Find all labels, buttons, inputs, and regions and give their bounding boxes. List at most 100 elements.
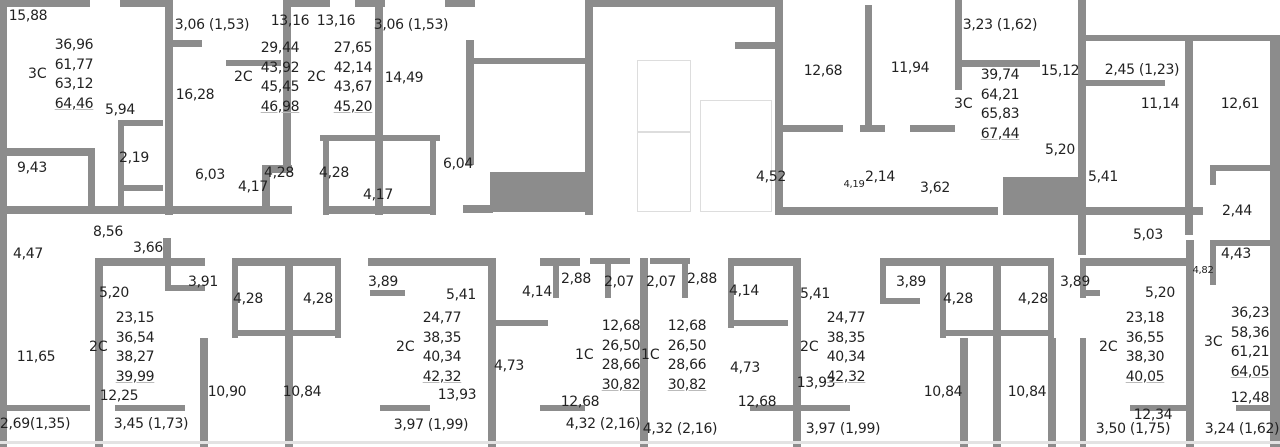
apartment-area-value: 30,82 bbox=[601, 376, 641, 393]
room-area-label: 2,69(1,35) bbox=[0, 416, 71, 432]
facade-line bbox=[0, 441, 1280, 444]
wall bbox=[0, 405, 90, 411]
room-area-label: 3,45 (1,73) bbox=[113, 416, 189, 432]
apartment-area-value: 65,83 bbox=[980, 106, 1020, 122]
wall bbox=[470, 58, 590, 64]
wall bbox=[865, 5, 872, 130]
room-area-label: 5,20 bbox=[99, 285, 129, 301]
wall bbox=[95, 258, 205, 266]
apartment-areas: 12,68 26,50 28,66 30,82 bbox=[663, 317, 711, 395]
wall bbox=[172, 40, 202, 47]
room-area-label: 4,19 bbox=[843, 179, 865, 190]
apartment-area-value: 45,20 bbox=[333, 98, 373, 115]
apartment-area-value: 42,14 bbox=[333, 59, 373, 76]
apartment-areas: 23,18 36,55 38,30 40,05 bbox=[1121, 309, 1169, 387]
wall bbox=[118, 185, 163, 191]
room-area-label: 12,25 bbox=[99, 388, 139, 404]
wall bbox=[0, 0, 90, 7]
wall bbox=[540, 405, 585, 411]
apartment-type: 2C bbox=[396, 339, 415, 355]
apartment-area-value: 28,66 bbox=[667, 357, 707, 373]
apartment-summary: 2C 24,77 38,35 40,34 42,32 bbox=[396, 309, 466, 387]
apartment-area-value: 38,35 bbox=[422, 329, 462, 346]
apartment-area-value: 39,99 bbox=[115, 368, 155, 385]
wall bbox=[1003, 207, 1203, 215]
wall bbox=[232, 258, 238, 338]
wall bbox=[262, 165, 292, 173]
apartment-area-value: 40,34 bbox=[826, 349, 866, 365]
room-area-label: 4,28 bbox=[943, 291, 973, 307]
room-area-label: 5,41 bbox=[1088, 169, 1118, 185]
apartment-area-value: 12,68 bbox=[601, 318, 641, 334]
wall bbox=[172, 206, 292, 214]
wall bbox=[95, 258, 103, 447]
apartment-area-value: 61,77 bbox=[54, 56, 94, 73]
wall bbox=[323, 206, 435, 214]
apartment-summary: 3C 39,74 64,21 65,83 67,44 bbox=[954, 66, 1024, 144]
wall bbox=[1080, 258, 1086, 298]
room-area-label: 13,16 bbox=[270, 13, 310, 29]
apartment-area-value: 43,67 bbox=[333, 79, 373, 95]
apartment-type: 2C bbox=[234, 69, 253, 85]
apartment-summary: 3C 36,23 58,36 61,21 64,05 bbox=[1204, 304, 1274, 382]
apartment-summary: 2C 29,44 43,92 45,45 46,98 bbox=[234, 39, 304, 117]
wall bbox=[1078, 0, 1086, 255]
wall bbox=[800, 405, 850, 411]
apartment-area-value: 40,34 bbox=[422, 349, 462, 365]
apartment-areas: 24,77 38,35 40,34 42,32 bbox=[822, 309, 870, 387]
wall bbox=[466, 40, 474, 165]
wall bbox=[226, 60, 281, 66]
wall bbox=[1210, 165, 1270, 171]
room-area-label: 15,88 bbox=[8, 8, 48, 24]
apartment-area-value: 42,32 bbox=[826, 368, 866, 385]
room-area-label: 5,20 bbox=[1145, 285, 1175, 301]
wall bbox=[1048, 258, 1054, 338]
apartment-type: 1C bbox=[641, 347, 660, 363]
apartment-area-value: 30,82 bbox=[667, 376, 707, 393]
apartment-summary: 2C 23,15 36,54 38,27 39,99 bbox=[89, 309, 159, 387]
room-area-label: 3,62 bbox=[920, 180, 950, 196]
apartment-area-value: 64,05 bbox=[1230, 363, 1270, 380]
apartment-type: 2C bbox=[89, 339, 108, 355]
wall bbox=[682, 258, 688, 298]
room-area-label: 4,82 bbox=[1192, 265, 1214, 276]
apartment-area-value: 67,44 bbox=[980, 125, 1020, 142]
room-area-label: 2,19 bbox=[119, 150, 149, 166]
wall bbox=[115, 405, 185, 411]
wall bbox=[960, 338, 968, 447]
room-area-label: 3,89 bbox=[1060, 274, 1090, 290]
room-area-label: 6,03 bbox=[195, 167, 225, 183]
wall bbox=[0, 148, 95, 156]
apartment-area-value: 63,12 bbox=[54, 76, 94, 92]
wall bbox=[463, 205, 493, 213]
apartment-area-value: 23,15 bbox=[115, 310, 155, 326]
room-area-label: 5,41 bbox=[446, 287, 476, 303]
room-area-label: 3,97 (1,99) bbox=[805, 421, 881, 437]
apartment-area-value: 39,74 bbox=[980, 67, 1020, 83]
wall bbox=[783, 125, 843, 132]
apartment-areas: 36,23 58,36 61,21 64,05 bbox=[1226, 304, 1274, 382]
room-area-label: 4,43 bbox=[1221, 246, 1251, 262]
room-area-label: 3,50 (1,75) bbox=[1095, 421, 1171, 437]
apartment-area-value: 24,77 bbox=[422, 310, 462, 326]
wall bbox=[165, 285, 205, 291]
room-area-label: 11,94 bbox=[890, 60, 930, 76]
wall bbox=[650, 258, 690, 264]
room-area-label: 4,32 (2,16) bbox=[642, 421, 718, 437]
room-area-label: 14,49 bbox=[384, 70, 424, 86]
wall bbox=[880, 258, 940, 266]
room-area-label: 3,06 (1,53) bbox=[174, 17, 250, 33]
wall bbox=[355, 0, 385, 7]
apartment-areas: 39,74 64,21 65,83 67,44 bbox=[976, 66, 1024, 144]
room-area-label: 12,61 bbox=[1220, 96, 1260, 112]
apartment-area-value: 12,68 bbox=[667, 318, 707, 334]
apartment-area-value: 27,65 bbox=[333, 40, 373, 56]
wall bbox=[375, 0, 383, 215]
apartment-type: 1C bbox=[575, 347, 594, 363]
room-area-label: 4,47 bbox=[13, 246, 43, 262]
wall bbox=[1210, 240, 1270, 246]
apartment-areas: 36,96 61,77 63,12 64,46 bbox=[50, 36, 98, 114]
apartment-area-value: 61,21 bbox=[1230, 344, 1270, 360]
room-area-label: 5,94 bbox=[105, 102, 135, 118]
apartment-areas: 27,65 42,14 43,67 45,20 bbox=[329, 39, 377, 117]
